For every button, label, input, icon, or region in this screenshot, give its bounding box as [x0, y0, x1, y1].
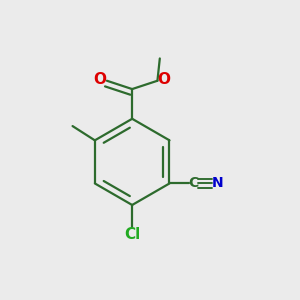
Text: Cl: Cl	[124, 227, 140, 242]
Text: O: O	[93, 72, 106, 87]
Text: O: O	[158, 72, 170, 87]
Text: C: C	[188, 176, 199, 190]
Text: N: N	[212, 176, 224, 190]
